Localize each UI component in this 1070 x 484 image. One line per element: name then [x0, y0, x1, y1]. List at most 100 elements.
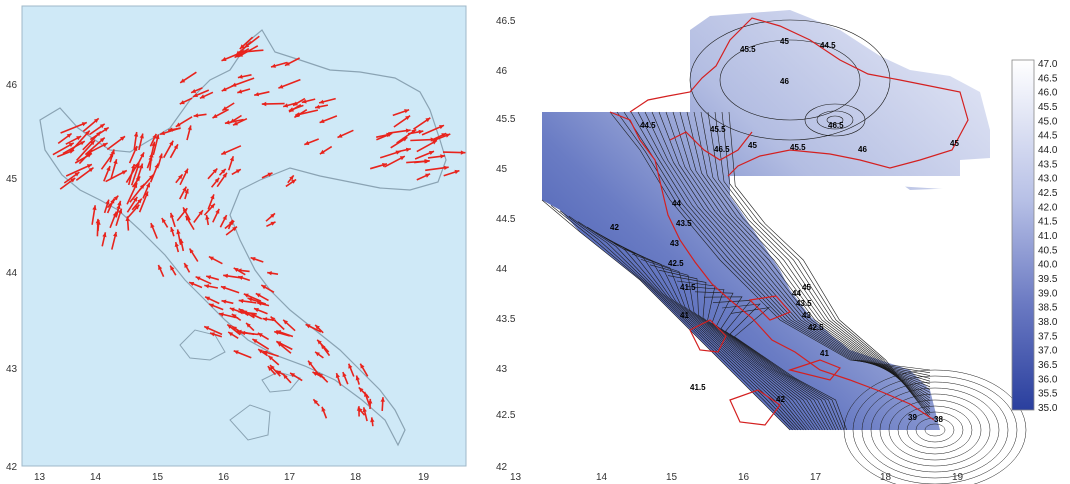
velocity-arrow-head [110, 198, 115, 204]
velocity-arrow-head [261, 285, 267, 290]
y-tick-label: 46.5 [496, 16, 516, 27]
velocity-arrow-head [319, 149, 325, 155]
x-tick-label: 14 [90, 472, 102, 483]
velocity-arrow-head [232, 226, 237, 232]
velocity-arrow-head [161, 218, 166, 223]
velocity-arrow-head [193, 93, 198, 97]
velocity-arrow-head [315, 104, 320, 109]
velocity-arrow-head [317, 339, 322, 345]
velocity-arrow-head [86, 153, 92, 158]
contour-line [721, 303, 845, 431]
colorbar-label: 38.5 [1038, 303, 1058, 314]
velocity-arrow-head [240, 330, 246, 336]
velocity-map: 13 14 15 16 17 18 19 42 43 44 45 46 [6, 5, 467, 483]
velocity-arrow-head [233, 267, 239, 272]
contour-labels: 45.5 45 44.5 46 45.5 45 46.5 46.5 45.5 46 45 44.5 44… [610, 37, 959, 424]
velocity-arrow-head [261, 101, 267, 107]
colorbar-label: 45.0 [1038, 116, 1058, 127]
contour-line [721, 111, 931, 415]
velocity-map-background [22, 6, 466, 466]
contour-label: 41.5 [690, 383, 706, 392]
velocity-arrow-head [312, 372, 318, 376]
velocity-arrow-head [237, 89, 243, 94]
contour-line [616, 111, 931, 374]
colorbar-label: 46.0 [1038, 88, 1058, 99]
contour-line [700, 111, 931, 407]
contour-label: 41.5 [680, 283, 696, 292]
velocity-arrow-head [93, 118, 99, 123]
contour-line [870, 387, 1000, 473]
velocity-arrow-head [146, 182, 150, 188]
velocity-arrow-head [99, 123, 105, 129]
velocity-arrow-head [103, 127, 109, 132]
x-tick-label: 15 [152, 472, 164, 483]
velocity-arrow-head [210, 194, 215, 200]
velocity-arrow-head [229, 220, 235, 226]
velocity-arrow-head [342, 372, 347, 378]
island-outline [179, 329, 226, 361]
y-tick-label: 42.5 [496, 410, 516, 421]
velocity-arrow-head [294, 113, 300, 118]
velocity-arrow [60, 121, 88, 134]
contour-line [609, 111, 931, 371]
velocity-arrow-head [134, 204, 140, 210]
velocity-arrow-head [74, 172, 80, 177]
velocity-arrow-head [304, 140, 310, 145]
velocity-arrow-head [180, 78, 186, 83]
velocity-arrow-head [149, 152, 154, 158]
velocity-arrow-head [179, 100, 185, 105]
y-tick-label: 45 [6, 174, 18, 185]
contour-label: 46 [780, 77, 789, 86]
contour-label: 44 [672, 199, 681, 208]
velocity-arrow-head [69, 149, 75, 154]
velocity-arrow-head [257, 333, 263, 338]
velocity-arrow-head [399, 156, 405, 161]
contour-line [730, 307, 847, 431]
velocity-arrow-head [113, 195, 119, 201]
contour-label: 45.5 [740, 45, 756, 54]
velocity-arrow-head [229, 307, 235, 312]
velocity-arrow [76, 139, 96, 161]
contour-label: 44.5 [640, 121, 656, 130]
velocity-arrow-head [158, 153, 163, 159]
contour-line [586, 226, 804, 431]
velocity-arrow-head [92, 205, 97, 211]
velocity-map-frame [21, 5, 467, 467]
contour-line [712, 300, 842, 431]
velocity-arrow-head [209, 303, 214, 308]
contour-line [640, 259, 820, 431]
y-tick-label: 44 [6, 268, 18, 279]
velocity-arrow-head [362, 407, 367, 413]
velocity-arrow-head [278, 84, 284, 89]
velocity-arrow-head [183, 207, 188, 213]
contour-label: 45 [950, 139, 959, 148]
contour-line [686, 111, 931, 402]
velocity-arrow-head [137, 198, 142, 204]
velocity-arrow-head [210, 203, 215, 209]
contour-line [672, 111, 931, 396]
contour-line [816, 110, 854, 130]
x-tick-label: 18 [880, 472, 892, 483]
contour-line [693, 111, 931, 404]
velocity-arrow-head [66, 133, 72, 138]
velocity-arrow-head [195, 276, 201, 281]
contour-label: 43.5 [676, 219, 692, 228]
contour-label: 45 [780, 37, 789, 46]
velocity-arrow-head [135, 176, 141, 182]
velocity-arrow-head [191, 89, 197, 93]
contour-line [658, 269, 826, 431]
velocity-arrow-head [90, 140, 95, 146]
colorbar-label: 42.0 [1038, 202, 1058, 213]
velocity-arrow-head [174, 242, 179, 247]
velocity-arrow-head [335, 373, 340, 378]
contour-line [644, 111, 931, 385]
velocity-arrow-head [271, 63, 276, 68]
velocity-arrow-head [443, 165, 449, 170]
country-border [748, 295, 792, 321]
velocity-arrow-head [112, 211, 117, 217]
velocity-arrow-head [228, 332, 234, 337]
velocity-arrow-head [68, 142, 74, 147]
velocity-arrow-head [204, 326, 210, 331]
velocity-arrow-head [321, 406, 326, 412]
colorbar-label: 40.5 [1038, 245, 1058, 256]
